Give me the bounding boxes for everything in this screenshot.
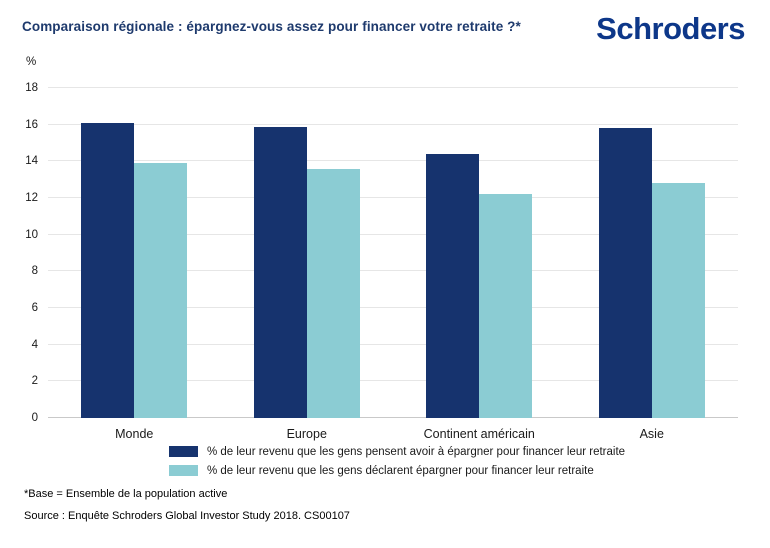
bar-series2-2 — [306, 168, 360, 418]
bar-series2-4 — [651, 183, 705, 418]
schroders-logo: Schroders — [596, 11, 745, 46]
x-axis-label-3: Continent américain — [423, 427, 535, 441]
x-axis-label-4: Asie — [639, 427, 664, 441]
legend-item-pensent: % de leur revenu que les gens pensent av… — [168, 444, 626, 459]
chart-legend: % de leur revenu que les gens pensent av… — [0, 444, 770, 478]
y-tick-label-2: 2 — [31, 375, 38, 388]
y-tick-label-0: 0 — [31, 412, 38, 424]
y-tick-label-14: 14 — [25, 155, 38, 168]
bar-group-4 — [566, 88, 739, 418]
bar-series1-1 — [81, 122, 135, 418]
gridline-8 — [48, 270, 738, 272]
bar-series2-3 — [479, 194, 533, 418]
y-tick-label-16: 16 — [25, 118, 38, 131]
y-tick-label-6: 6 — [31, 302, 38, 315]
y-axis-unit-label: % — [26, 56, 37, 68]
bar-series1-2 — [253, 126, 307, 418]
y-axis-tick-labels: 0 2 4 6 8 10 12 14 16 18 — [0, 82, 40, 424]
source-footnote: Source : Enquête Schroders Global Invest… — [24, 510, 350, 522]
bar-series1-4 — [598, 128, 652, 418]
y-tick-label-12: 12 — [25, 192, 38, 205]
gridline-12 — [48, 197, 738, 198]
gridline-14 — [48, 160, 738, 162]
bar-group-1 — [48, 88, 221, 418]
legend-swatch-teal — [168, 465, 198, 476]
base-footnote: *Base = Ensemble de la population active — [24, 488, 228, 500]
y-tick-label-18: 18 — [25, 82, 38, 94]
gridline-18 — [48, 87, 738, 88]
bars-area — [48, 88, 738, 418]
bar-series2-1 — [134, 163, 188, 418]
legend-label: % de leur revenu que les gens déclarent … — [206, 464, 594, 477]
gridline-2 — [48, 380, 738, 382]
legend-item-declarent: % de leur revenu que les gens déclarent … — [168, 463, 625, 478]
x-axis-label-1: Monde — [115, 427, 154, 441]
bar-chart-plot — [48, 87, 738, 418]
legend-rows: % de leur revenu que les gens pensent av… — [168, 444, 626, 478]
chart-title: Comparaison régionale : épargnez-vous as… — [22, 19, 521, 34]
legend-swatch-navy — [168, 446, 198, 457]
y-tick-label-10: 10 — [25, 228, 38, 241]
gridline-16 — [48, 123, 738, 125]
y-tick-label-4: 4 — [31, 338, 38, 351]
gridline-10 — [48, 233, 738, 235]
bar-group-2 — [221, 88, 394, 418]
x-axis-label-2: Europe — [286, 427, 327, 441]
y-tick-label-8: 8 — [31, 265, 38, 278]
x-axis-labels: Monde Europe Continent américain Asie — [48, 427, 738, 441]
bar-series1-3 — [426, 154, 480, 418]
gridline-4 — [48, 343, 738, 345]
bar-group-3 — [393, 88, 566, 418]
gridline-6 — [48, 307, 738, 308]
gridline-0 — [48, 417, 738, 418]
legend-label: % de leur revenu que les gens pensent av… — [206, 445, 626, 458]
